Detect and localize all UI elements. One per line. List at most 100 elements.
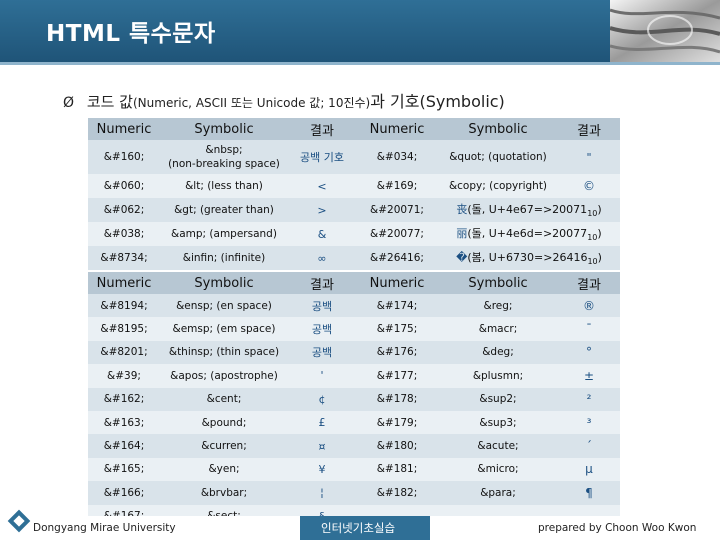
- result-cell: 공백: [288, 294, 356, 318]
- result-cell: µ: [558, 457, 620, 482]
- numeric-cell: &#165;: [88, 457, 160, 482]
- header-photo: [610, 0, 720, 62]
- col-header: Symbolic: [160, 118, 288, 140]
- table-row: &#038; &amp; (ampersand) & &#20077; 丽(돌,…: [88, 222, 620, 246]
- table-row: &#062; &gt; (greater than) > &#20071; 丧(…: [88, 198, 620, 222]
- symbolic-cell: &nbsp; (non-breaking space): [160, 140, 288, 174]
- numeric-cell: &#8194;: [88, 294, 160, 318]
- unicode-char: 丧: [456, 203, 468, 217]
- footer-author: prepared by Choon Woo Kwon: [538, 522, 697, 534]
- symbolic-cell: &amp; (ampersand): [160, 222, 288, 246]
- symbolic-cell: &gt; (greater than): [160, 198, 288, 222]
- col-header: Symbolic: [160, 272, 288, 294]
- result-cell: ¦: [288, 481, 356, 505]
- table-row: &#164; &curren; ¤ &#180; &acute; ´: [88, 434, 620, 458]
- result-cell: ±: [558, 364, 620, 388]
- entity-table-2: Numeric Symbolic 결과 Numeric Symbolic 결과 …: [88, 272, 620, 528]
- result-cell: ´: [558, 434, 620, 458]
- symbolic-cell: &plusmn;: [438, 364, 558, 388]
- numeric-cell: &#8195;: [88, 317, 160, 341]
- col-header: Numeric: [356, 272, 438, 294]
- table-header-row: Numeric Symbolic 결과 Numeric Symbolic 결과: [88, 272, 620, 294]
- symbolic-cell: &thinsp; (thin space): [160, 340, 288, 365]
- numeric-cell: &#8201;: [88, 340, 160, 365]
- result-cell: <: [288, 174, 356, 198]
- numeric-cell: &#182;: [356, 481, 438, 505]
- result-cell: £: [288, 410, 356, 435]
- numeric-cell: &#062;: [88, 198, 160, 222]
- numeric-cell: &#175;: [356, 317, 438, 341]
- unicode-char: 丽: [456, 227, 468, 241]
- col-header: 결과: [558, 272, 620, 294]
- symbolic-cell: &reg;: [438, 294, 558, 318]
- result-cell: ¤: [288, 434, 356, 458]
- numeric-cell: &#26416;: [356, 246, 438, 270]
- result-cell: &: [288, 222, 356, 246]
- symbolic-cell: &yen;: [160, 457, 288, 482]
- numeric-cell: &#176;: [356, 340, 438, 365]
- result-cell: ¢: [288, 387, 356, 411]
- footer-university: Dongyang Mirae University: [33, 522, 176, 534]
- symbolic-cell: &curren;: [160, 434, 288, 458]
- numeric-cell: &#166;: [88, 481, 160, 505]
- numeric-cell: &#20071;: [356, 198, 438, 222]
- result-cell: ': [288, 364, 356, 388]
- numeric-cell: &#060;: [88, 174, 160, 198]
- col-header: Numeric: [88, 118, 160, 140]
- col-header: 결과: [288, 118, 356, 140]
- result-cell: ∞: [288, 246, 356, 270]
- metal-spiral-image: [610, 0, 720, 62]
- numeric-cell: &#20077;: [356, 222, 438, 246]
- subtitle-part-1: 코드 값: [86, 93, 133, 111]
- symbolic-cell: &micro;: [438, 457, 558, 482]
- numeric-cell: &#034;: [356, 140, 438, 174]
- table-row: &#160; &nbsp; (non-breaking space) 공백 기호…: [88, 140, 620, 174]
- col-header: Numeric: [88, 272, 160, 294]
- table-row: &#163; &pound; £ &#179; &sup3; ³: [88, 410, 620, 435]
- result-cell: 공백 기호: [288, 140, 356, 174]
- unicode-char: �: [456, 251, 468, 265]
- bullet-arrow-icon: Ø: [63, 95, 75, 111]
- numeric-cell: &#180;: [356, 434, 438, 458]
- numeric-cell: &#178;: [356, 387, 438, 411]
- symbolic-cell: &cent;: [160, 387, 288, 411]
- table-row: &#060; &lt; (less than) < &#169; &copy; …: [88, 174, 620, 198]
- result-cell: >: [288, 198, 356, 222]
- table-row: &#39; &apos; (apostrophe) ' &#177; &plusmn; ±: [88, 364, 620, 388]
- subtitle-part-2: (Numeric, ASCII 또는 Unicode 값; 10진수): [132, 96, 371, 110]
- result-cell: 공백: [288, 317, 356, 341]
- table-row: &#8195; &emsp; (em space) 공백 &#175; &macr; ¯: [88, 317, 620, 341]
- symbolic-cell: &ensp; (en space): [160, 294, 288, 318]
- numeric-cell: &#39;: [88, 364, 160, 388]
- table-row: &#8194; &ensp; (en space) 공백 &#174; &reg; ®: [88, 294, 620, 318]
- unicode-result-cell: �(봄, U+6730=>2641610): [438, 246, 620, 270]
- result-cell: ": [558, 140, 620, 174]
- result-cell: ®: [558, 294, 620, 318]
- numeric-cell: &#181;: [356, 457, 438, 482]
- col-header: 결과: [288, 272, 356, 294]
- numeric-cell: &#164;: [88, 434, 160, 458]
- col-header: 결과: [558, 118, 620, 140]
- slide-title: HTML 특수문자: [46, 21, 216, 47]
- symbolic-cell: &emsp; (em space): [160, 317, 288, 341]
- symbolic-cell: &sup2;: [438, 387, 558, 411]
- university-logo-icon: [7, 509, 31, 533]
- numeric-cell: &#162;: [88, 387, 160, 411]
- result-cell: °: [558, 340, 620, 365]
- symbolic-cell: &pound;: [160, 410, 288, 435]
- unicode-result-cell: 丧(돌, U+4e67=>2007110): [438, 198, 620, 222]
- symbolic-cell: &deg;: [438, 340, 558, 365]
- numeric-cell: &#038;: [88, 222, 160, 246]
- symbolic-cell: &acute;: [438, 434, 558, 458]
- numeric-cell: &#169;: [356, 174, 438, 198]
- numeric-cell: &#177;: [356, 364, 438, 388]
- symbolic-cell: &macr;: [438, 317, 558, 341]
- footer-bar: [0, 516, 720, 540]
- subtitle-part-3: 과 기호: [370, 92, 420, 111]
- numeric-cell: &#179;: [356, 410, 438, 435]
- subtitle: Ø 코드 값(Numeric, ASCII 또는 Unicode 값; 10진수…: [63, 88, 505, 112]
- header-bar: HTML 특수문자: [0, 0, 610, 62]
- header-underline: [0, 62, 720, 65]
- entity-table-1: Numeric Symbolic 결과 Numeric Symbolic 결과 …: [88, 118, 620, 270]
- footer-course-title: 인터넷기초실습: [318, 520, 399, 536]
